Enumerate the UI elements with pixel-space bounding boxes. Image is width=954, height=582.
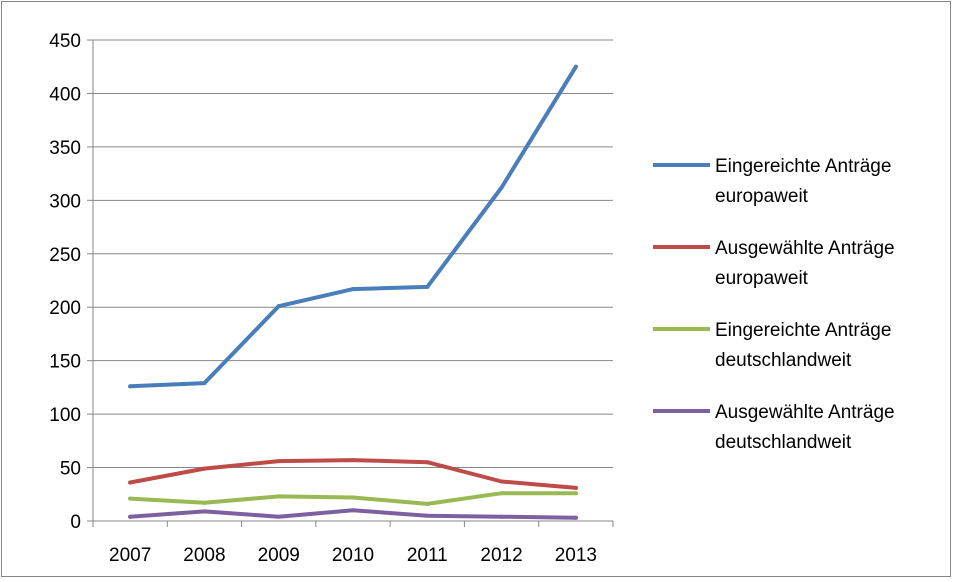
legend-label: Ausgewählte Anträge — [715, 402, 895, 423]
axes — [87, 39, 614, 527]
y-tick-label: 400 — [49, 84, 81, 105]
data-point — [128, 480, 133, 485]
data-point — [202, 500, 207, 505]
legend-label: Eingereichte Anträge — [715, 156, 891, 177]
data-point — [425, 501, 430, 506]
data-point — [425, 513, 430, 518]
data-point — [425, 284, 430, 289]
series-line-2 — [128, 458, 578, 490]
legend-label: Ausgewählte Anträge — [715, 238, 895, 259]
y-tick-label: 450 — [49, 31, 81, 52]
legend: Eingereichte Anträge europaweit Ausgewählt… — [653, 156, 895, 453]
series-lines — [128, 64, 578, 520]
data-point — [499, 185, 504, 190]
x-tick-label: 2008 — [183, 545, 225, 566]
data-point — [276, 459, 281, 464]
x-tick-label: 2007 — [109, 545, 151, 566]
data-point — [499, 479, 504, 484]
data-point — [573, 64, 578, 69]
x-tick-label: 2011 — [407, 545, 448, 566]
data-point — [202, 509, 207, 514]
x-tick-label: 2009 — [258, 545, 300, 566]
legend-label: europaweit — [715, 268, 809, 289]
data-point — [351, 458, 355, 463]
data-point — [128, 384, 133, 389]
data-point — [573, 485, 578, 490]
data-point — [128, 514, 133, 519]
y-tick-label: 300 — [49, 191, 81, 212]
data-point — [499, 514, 504, 519]
data-point — [276, 304, 281, 309]
legend-label: Eingereichte Anträge — [715, 320, 891, 341]
x-tick-label: 2010 — [332, 545, 374, 566]
y-tick-label: 150 — [49, 352, 81, 373]
data-point — [276, 514, 281, 519]
y-tick-labels: 0 50 100 150 200 250 300 350 400 450 — [49, 31, 81, 533]
legend-label: europaweit — [715, 186, 809, 207]
data-point — [499, 491, 504, 496]
series-line-1 — [128, 64, 578, 389]
data-point — [128, 496, 133, 501]
y-tick-label: 350 — [49, 138, 81, 159]
data-point — [573, 515, 578, 520]
y-tick-label: 0 — [70, 512, 81, 533]
data-point — [351, 495, 355, 500]
gridlines — [93, 39, 613, 469]
x-tick-labels: 2007 2008 2009 2010 2011 2012 2013 — [109, 545, 597, 566]
y-tick-label: 100 — [49, 405, 81, 426]
data-point — [276, 494, 281, 499]
data-point — [202, 466, 207, 471]
data-point — [351, 287, 355, 292]
legend-label: deutschlandweit — [715, 432, 852, 453]
data-point — [425, 460, 430, 465]
y-tick-label: 50 — [60, 459, 81, 480]
y-tick-label: 200 — [49, 298, 81, 319]
x-tick-label: 2012 — [480, 545, 522, 566]
data-point — [202, 381, 207, 386]
legend-label: deutschlandweit — [715, 350, 852, 371]
data-point — [573, 491, 578, 496]
data-point — [351, 508, 355, 513]
x-tick-label: 2013 — [555, 545, 597, 566]
y-tick-label: 250 — [49, 245, 81, 266]
